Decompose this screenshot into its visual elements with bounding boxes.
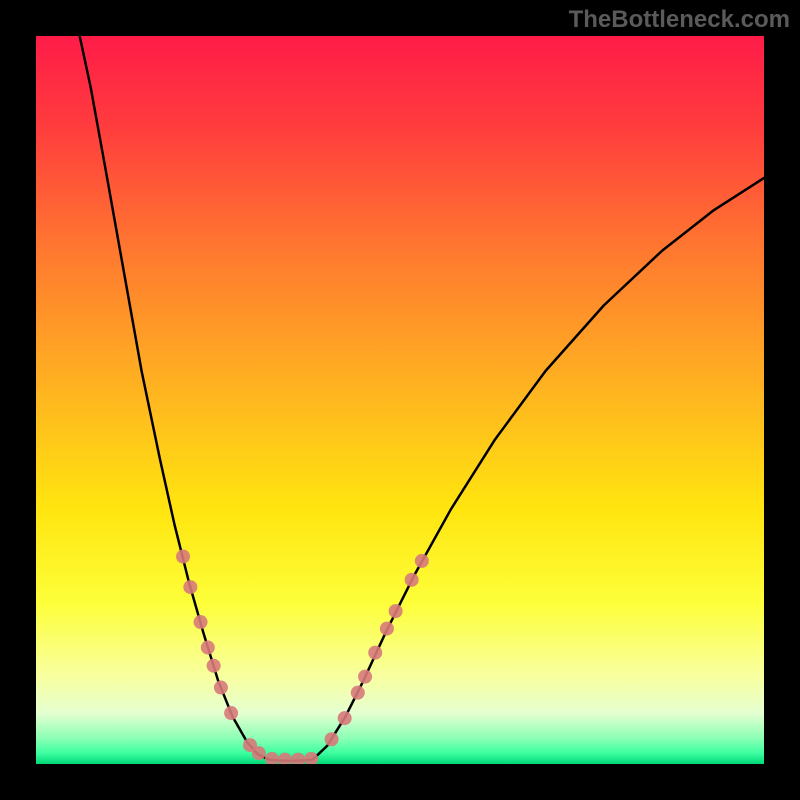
watermark-text: TheBottleneck.com — [569, 6, 790, 34]
data-marker — [368, 646, 382, 660]
data-marker — [176, 550, 190, 564]
data-marker — [194, 615, 208, 629]
data-marker — [351, 686, 365, 700]
gradient-background — [36, 36, 764, 764]
data-marker — [380, 622, 394, 636]
data-marker — [415, 554, 429, 568]
data-marker — [183, 580, 197, 594]
data-marker — [358, 670, 372, 684]
data-marker — [201, 641, 215, 655]
data-marker — [252, 746, 266, 760]
bottleneck-curve-chart — [36, 36, 764, 764]
data-marker — [325, 732, 339, 746]
chart-plot-area — [36, 36, 764, 764]
data-marker — [389, 604, 403, 618]
data-marker — [224, 706, 238, 720]
chart-frame: TheBottleneck.com — [0, 0, 800, 800]
data-marker — [338, 711, 352, 725]
data-marker — [405, 573, 419, 587]
data-marker — [207, 659, 221, 673]
data-marker — [214, 681, 228, 695]
